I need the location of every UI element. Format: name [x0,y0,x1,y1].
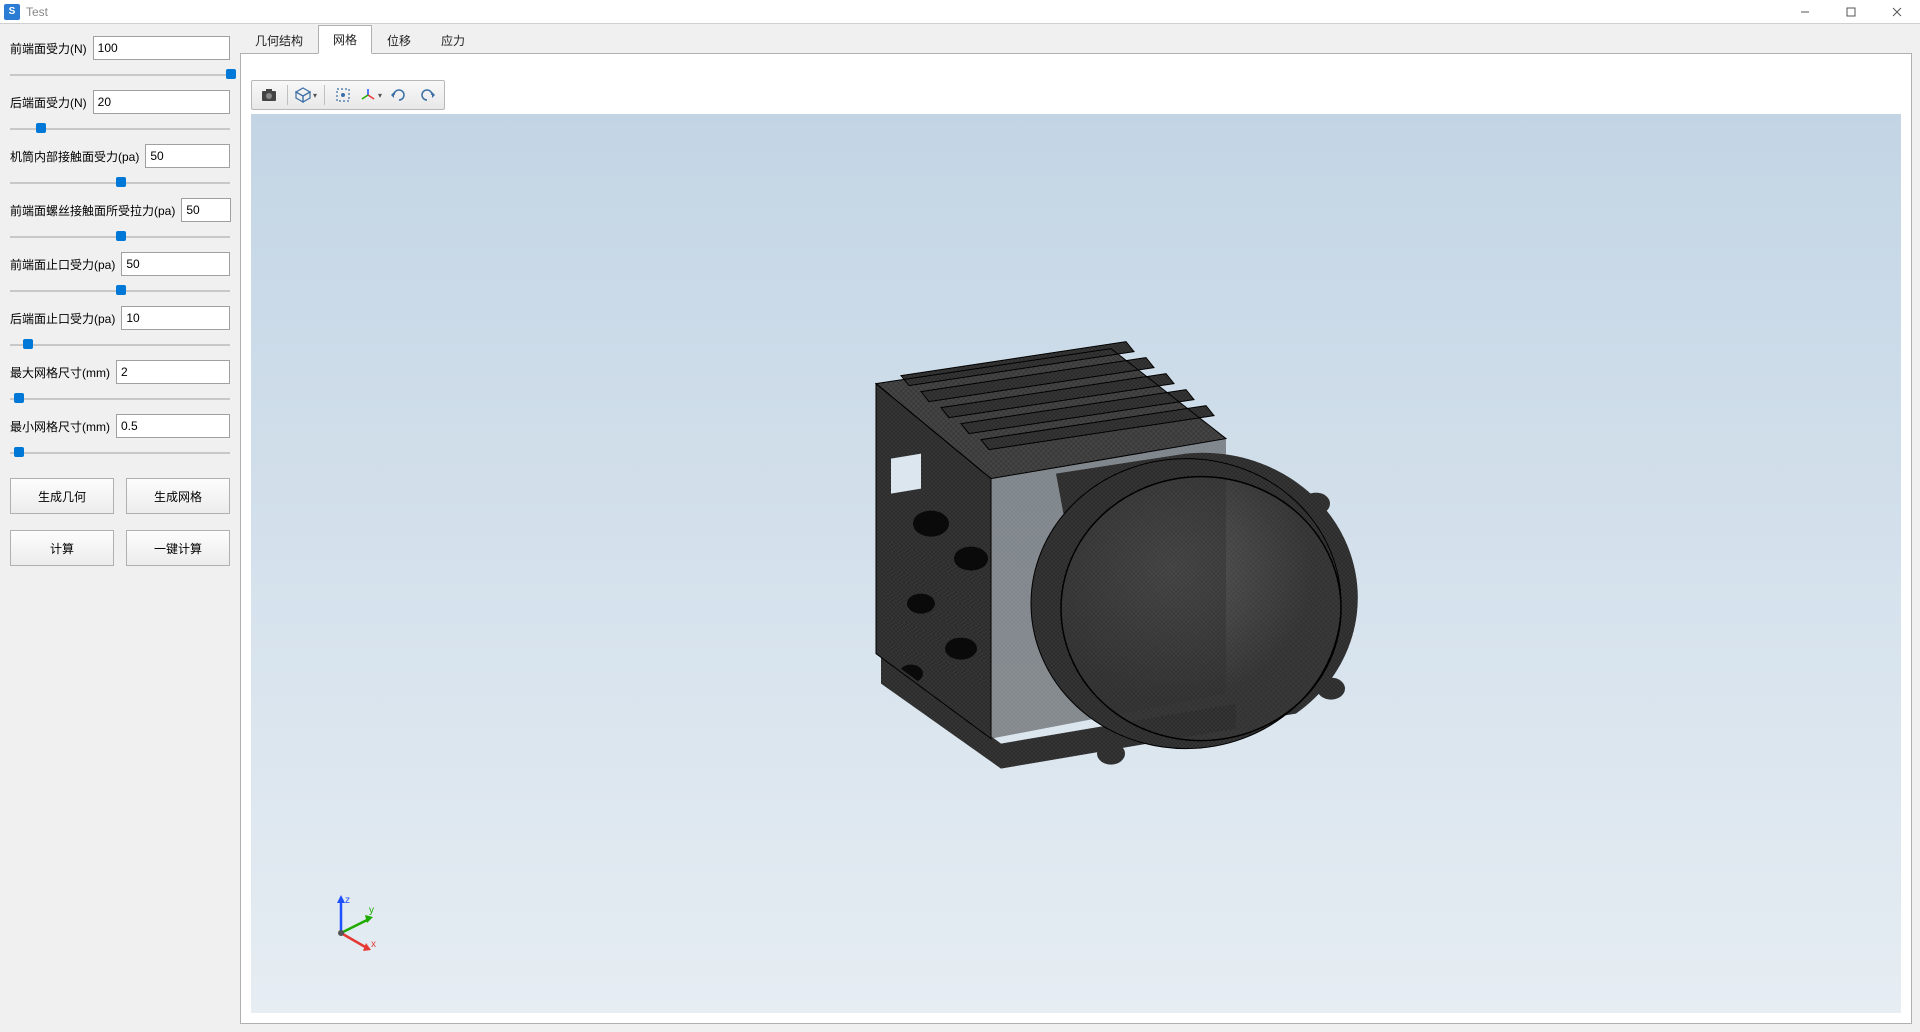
param-row: 后端面止口受力(pa) [10,306,230,354]
param-slider[interactable] [10,228,230,246]
viewer-toolbar [251,80,445,110]
gen-geometry-button[interactable]: 生成几何 [10,478,114,514]
app-icon: S [4,4,20,20]
gen-mesh-button[interactable]: 生成网格 [126,478,230,514]
param-row: 最小网格尺寸(mm) [10,414,230,462]
content: 几何结构网格位移应力 [240,24,1920,1032]
cube-view-icon[interactable] [293,83,319,107]
svg-text:x: x [371,939,376,950]
param-row: 前端面止口受力(pa) [10,252,230,300]
param-label: 后端面止口受力(pa) [10,310,115,327]
svg-text:z: z [345,895,350,906]
param-slider[interactable] [10,336,230,354]
param-label: 最小网格尺寸(mm) [10,418,110,435]
mesh-model [756,293,1396,813]
toolbar-separator [324,85,325,105]
camera-icon[interactable] [256,83,282,107]
tab-位移[interactable]: 位移 [372,26,426,54]
param-label: 前端面螺丝接触面所受拉力(pa) [10,202,175,219]
param-input[interactable] [121,252,230,276]
toolbar-separator [287,85,288,105]
minimize-button[interactable] [1782,0,1828,24]
tab-网格[interactable]: 网格 [318,25,372,54]
button-row-1: 生成几何 生成网格 [10,478,230,514]
window-controls [1782,0,1920,24]
tab-几何结构[interactable]: 几何结构 [240,26,318,54]
axis-options-icon[interactable] [358,83,384,107]
param-slider[interactable] [10,66,230,84]
param-input[interactable] [116,414,230,438]
param-label: 前端面受力(N) [10,40,87,57]
param-row: 后端面受力(N) [10,90,230,138]
close-button[interactable] [1874,0,1920,24]
tab-应力[interactable]: 应力 [426,26,480,54]
rotate-cw-icon[interactable] [414,83,440,107]
param-input[interactable] [93,90,230,114]
param-input[interactable] [121,306,230,330]
viewport-3d[interactable]: z y x [251,114,1901,1013]
fit-view-icon[interactable] [330,83,356,107]
param-label: 前端面止口受力(pa) [10,256,115,273]
param-input[interactable] [116,360,230,384]
rotate-ccw-icon[interactable] [386,83,412,107]
param-slider[interactable] [10,174,230,192]
viewer-frame: z y x [240,53,1912,1024]
param-input[interactable] [181,198,231,222]
param-input[interactable] [145,144,230,168]
svg-text:y: y [369,905,374,916]
one-click-button[interactable]: 一键计算 [126,530,230,566]
param-row: 前端面螺丝接触面所受拉力(pa) [10,198,230,246]
param-slider[interactable] [10,282,230,300]
param-label: 最大网格尺寸(mm) [10,364,110,381]
param-label: 后端面受力(N) [10,94,87,111]
param-row: 机筒内部接触面受力(pa) [10,144,230,192]
param-slider[interactable] [10,390,230,408]
param-row: 最大网格尺寸(mm) [10,360,230,408]
param-slider[interactable] [10,120,230,138]
main-area: 前端面受力(N) 后端面受力(N) 机筒内部接触面受力(pa) 前端面螺丝接触面所受拉… [0,24,1920,1032]
tabs: 几何结构网格位移应力 [240,28,1912,54]
compute-button[interactable]: 计算 [10,530,114,566]
button-row-2: 计算 一键计算 [10,530,230,566]
param-label: 机筒内部接触面受力(pa) [10,148,139,165]
maximize-button[interactable] [1828,0,1874,24]
sidebar: 前端面受力(N) 后端面受力(N) 机筒内部接触面受力(pa) 前端面螺丝接触面所受拉… [0,24,240,1032]
param-input[interactable] [93,36,230,60]
axis-gizmo: z y x [321,893,381,953]
titlebar: S Test [0,0,1920,24]
param-row: 前端面受力(N) [10,36,230,84]
window-title: Test [26,5,48,19]
param-slider[interactable] [10,444,230,462]
